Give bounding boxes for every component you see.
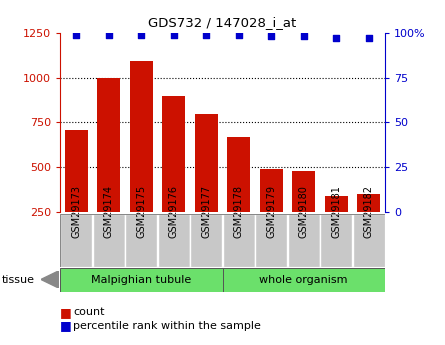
Bar (158, 214, 190, 267)
Point (300, 33, 307, 39)
Bar (223, 214, 255, 267)
Bar (195, 114, 218, 257)
Bar (61, 214, 92, 267)
Bar (93, 214, 125, 267)
Text: GSM29182: GSM29182 (364, 185, 374, 238)
Bar (325, 196, 348, 257)
Text: percentile rank within the sample: percentile rank within the sample (73, 321, 261, 331)
Bar (130, 61, 153, 257)
Bar (353, 214, 384, 267)
Bar (162, 96, 185, 257)
Point (365, 36, 372, 41)
Text: GSM29173: GSM29173 (71, 185, 81, 238)
Bar (60, 268, 222, 292)
Text: GSM29174: GSM29174 (104, 185, 114, 238)
Text: GSM29181: GSM29181 (331, 185, 341, 238)
Text: count: count (73, 307, 105, 317)
Text: GSM29178: GSM29178 (234, 185, 244, 238)
Point (73, 32, 80, 37)
Polygon shape (41, 271, 59, 288)
Bar (97, 78, 120, 257)
Text: Malpighian tubule: Malpighian tubule (91, 275, 191, 285)
Point (333, 36, 340, 41)
Text: GSM29175: GSM29175 (136, 185, 146, 238)
Bar (190, 214, 222, 267)
Point (268, 33, 275, 39)
Text: ■: ■ (60, 319, 72, 333)
Bar (227, 137, 250, 257)
Bar (357, 194, 380, 257)
Title: GDS732 / 147028_i_at: GDS732 / 147028_i_at (148, 16, 297, 29)
Text: ■: ■ (60, 306, 72, 319)
Point (235, 32, 243, 37)
Text: tissue: tissue (2, 275, 35, 285)
Text: whole organism: whole organism (259, 275, 348, 285)
Point (105, 32, 113, 37)
Text: GSM29177: GSM29177 (201, 185, 211, 238)
Bar (65, 130, 88, 257)
Bar (292, 171, 315, 257)
Bar (125, 214, 157, 267)
Bar (288, 214, 320, 267)
Bar (260, 169, 283, 257)
Point (203, 32, 210, 37)
Text: GSM29179: GSM29179 (266, 185, 276, 238)
Bar (222, 268, 385, 292)
Point (170, 32, 178, 37)
Text: GSM29180: GSM29180 (299, 185, 309, 238)
Point (138, 32, 145, 37)
Text: GSM29176: GSM29176 (169, 185, 179, 238)
Bar (320, 214, 352, 267)
Bar (255, 214, 287, 267)
